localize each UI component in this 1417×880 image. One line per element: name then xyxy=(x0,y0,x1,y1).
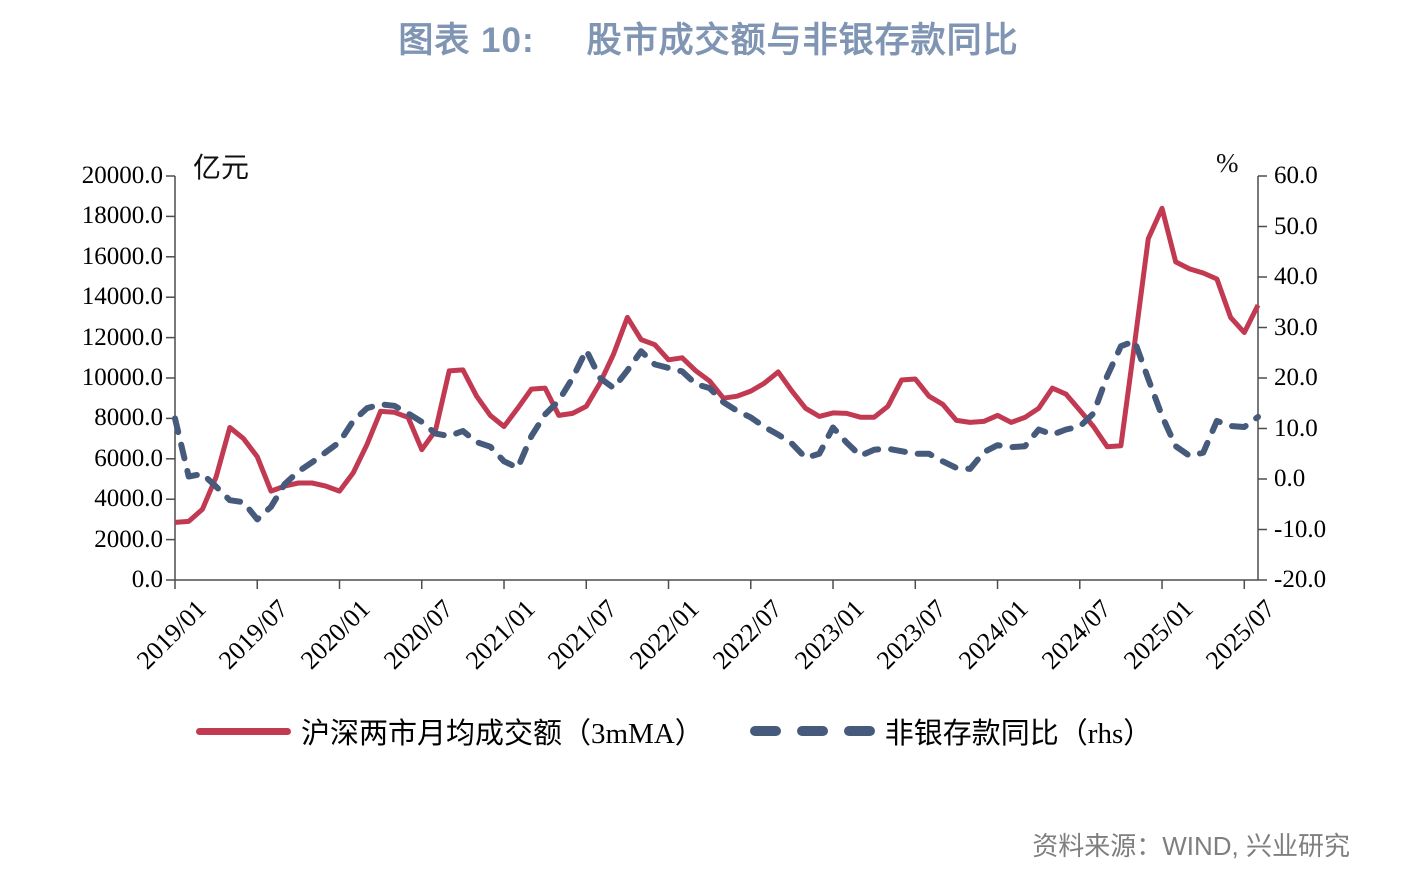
dashed-line-swatch-icon xyxy=(749,726,875,736)
legend-label-deposit: 非银存款同比（rhs） xyxy=(884,718,1153,750)
left-axis-tick-label: 10000.0 xyxy=(81,364,163,391)
left-axis-tick-label: 4000.0 xyxy=(94,485,163,513)
left-axis-unit-label: 亿元 xyxy=(193,153,250,184)
right-axis-tick-label: 0.0 xyxy=(1274,465,1306,492)
left-axis-tick-label: 16000.0 xyxy=(81,242,163,270)
chart-title-prefix: 图表 10: xyxy=(398,21,535,60)
left-axis-tick-label: 2000.0 xyxy=(94,525,163,553)
left-axis-tick-label: 8000.0 xyxy=(94,404,163,432)
right-axis-tick-label: 40.0 xyxy=(1274,263,1318,290)
left-axis-tick-label: 18000.0 xyxy=(81,202,163,230)
chart-title-text: 股市成交额与非银存款同比 xyxy=(586,21,1019,60)
right-axis-unit-label: % xyxy=(1216,148,1239,178)
turnover-line xyxy=(174,205,1261,525)
legend-item-deposit: 非银存款同比（rhs） xyxy=(749,710,1153,752)
chart-legend: 沪深两市月均成交额（3mMA） 非银存款同比（rhs） xyxy=(196,710,1152,752)
left-axis-tick-label: 6000.0 xyxy=(94,444,163,472)
right-axis-tick-label: 10.0 xyxy=(1274,414,1318,442)
left-axis-tick-label: 20000.0 xyxy=(81,162,163,189)
right-axis-tick-label: 20.0 xyxy=(1274,364,1318,391)
left-axis-tick-label: 14000.0 xyxy=(81,283,163,311)
chart-title: 图表 10: 股市成交额与非银存款同比 xyxy=(0,12,1417,63)
legend-label-turnover: 沪深两市月均成交额（3mMA） xyxy=(301,718,704,750)
right-axis-tick-label: 30.0 xyxy=(1274,313,1318,341)
right-axis-tick-label: -20.0 xyxy=(1274,566,1327,593)
left-axis-tick-label: 12000.0 xyxy=(81,323,163,351)
solid-line-swatch-icon xyxy=(196,727,291,735)
source-note: 资料来源：WIND, 兴业研究 xyxy=(1032,831,1350,861)
right-axis-tick-label: -10.0 xyxy=(1274,515,1327,543)
right-axis-tick-label: 60.0 xyxy=(1274,162,1318,189)
left-axis-tick-label: 0.0 xyxy=(131,566,163,593)
legend-item-turnover: 沪深两市月均成交额（3mMA） xyxy=(196,710,704,752)
right-axis-tick-label: 50.0 xyxy=(1274,212,1318,240)
